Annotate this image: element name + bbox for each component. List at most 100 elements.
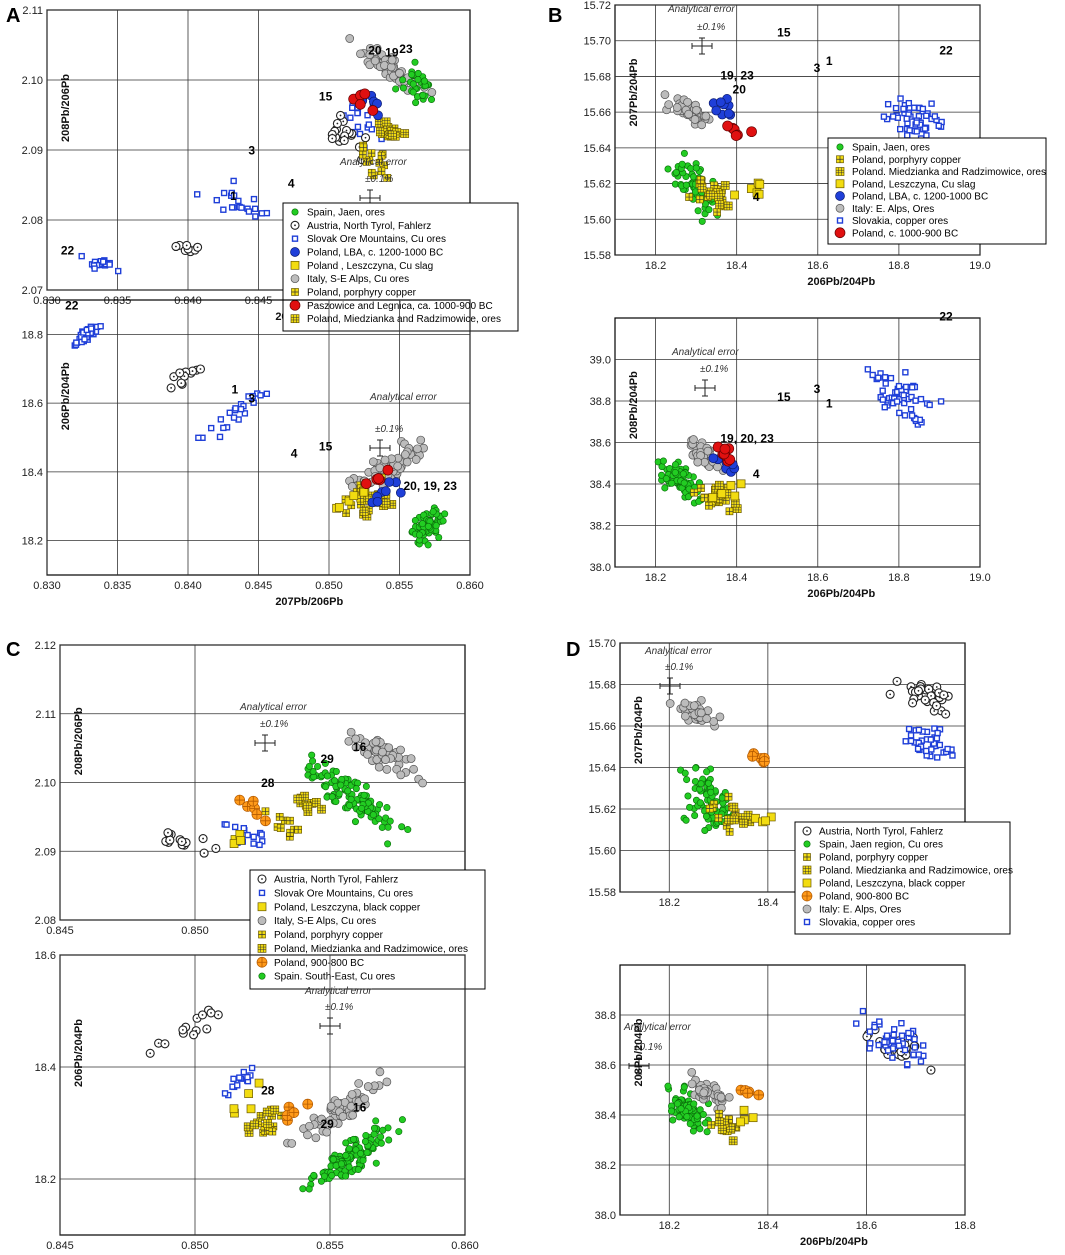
data-point — [761, 816, 770, 826]
y-tick-label: 2.12 — [35, 640, 56, 652]
data-point — [914, 745, 922, 752]
data-point — [263, 390, 271, 398]
data-point-grid — [375, 119, 384, 128]
x-tick-label: 18.8 — [888, 572, 909, 584]
data-point — [372, 1159, 380, 1167]
data-point-grid — [715, 1117, 724, 1126]
data-point — [705, 206, 713, 214]
legend-label: Poland, LBA, c. 1200-1000 BC — [307, 248, 443, 259]
data-point — [411, 516, 419, 524]
data-point — [290, 260, 300, 270]
data-point — [308, 751, 316, 759]
data-point — [944, 745, 951, 753]
data-point-grid — [722, 489, 731, 498]
data-point — [371, 737, 381, 747]
data-point — [413, 444, 422, 454]
data-point — [398, 1116, 406, 1124]
point-label: 4 — [288, 176, 295, 190]
data-point — [354, 1166, 362, 1174]
data-point — [347, 1090, 357, 1099]
point-label: 3 — [814, 61, 821, 75]
point-label: 4 — [291, 446, 298, 460]
data-point-grid — [293, 794, 302, 803]
data-point-center — [336, 122, 339, 125]
legend-label: Poland, Miedzianka and Radzimowice, ores — [307, 314, 501, 325]
data-point — [728, 1136, 738, 1146]
data-point — [682, 181, 690, 189]
data-point — [907, 405, 915, 413]
y-tick-label: 15.58 — [583, 250, 611, 262]
data-point — [684, 493, 692, 501]
data-point — [911, 1035, 918, 1043]
data-point — [679, 470, 687, 478]
legend-item: Poland, porphyry copper — [258, 930, 384, 941]
data-point — [235, 197, 242, 205]
data-point-center — [261, 878, 263, 880]
data-point — [409, 80, 417, 88]
error-bar — [628, 1057, 650, 1075]
data-point — [949, 752, 956, 759]
data-point-cross — [367, 149, 375, 157]
data-point-grid — [317, 805, 326, 814]
data-point — [802, 878, 812, 888]
data-point-center — [935, 686, 938, 688]
legend: Spain, Jaen, ores Austria, North Tyrol, F… — [282, 202, 519, 332]
data-point — [659, 457, 667, 465]
data-point — [291, 235, 299, 242]
data-point — [864, 366, 872, 373]
y-axis-label: 208Pb/204Pb — [633, 1018, 645, 1086]
data-point — [881, 374, 889, 381]
analytical-error-label: Analytical error — [671, 347, 739, 358]
x-axis-label: 206Pb/204Pb — [807, 276, 875, 288]
y-tick-label: 15.60 — [583, 214, 611, 226]
data-point — [705, 779, 713, 787]
data-point — [379, 1126, 387, 1134]
data-point-grid — [387, 500, 396, 509]
analytical-error-value: ±0.1% — [375, 424, 403, 435]
x-tick-label: 18.2 — [659, 897, 680, 909]
data-point — [715, 97, 726, 108]
data-point — [234, 1082, 241, 1089]
data-point — [241, 410, 249, 417]
data-point — [81, 336, 88, 343]
data-point — [382, 1077, 392, 1087]
data-point-grid — [312, 798, 321, 807]
data-point — [418, 520, 426, 528]
data-point — [913, 128, 920, 135]
data-point-cross — [258, 931, 266, 938]
data-point — [681, 769, 689, 777]
data-point-center — [924, 699, 927, 701]
data-point — [879, 387, 886, 394]
data-point — [384, 823, 392, 831]
data-point — [876, 1018, 883, 1025]
x-axis-label: 206Pb/204Pb — [800, 1236, 868, 1248]
data-point — [935, 122, 942, 129]
data-point — [835, 167, 845, 176]
data-point — [381, 117, 391, 127]
data-point — [692, 164, 700, 172]
data-point-cross — [747, 751, 758, 762]
x-tick-label: 0.855 — [316, 1240, 344, 1252]
data-point — [395, 68, 404, 78]
y-tick-label: 2.08 — [22, 215, 43, 227]
data-point — [693, 457, 703, 467]
x-tick-label: 18.6 — [807, 572, 828, 584]
y-axis-label: 208Pb/206Pb — [60, 74, 72, 142]
data-point-center — [172, 375, 175, 378]
data-point — [664, 100, 674, 109]
data-point — [699, 1110, 707, 1118]
data-point — [687, 1067, 697, 1077]
data-point — [250, 195, 258, 203]
legend-label: Poland, LBA, c. 1200-1000 BC — [852, 192, 988, 203]
data-point-grid — [714, 193, 723, 202]
data-point — [350, 1135, 358, 1143]
data-point — [671, 469, 679, 477]
data-point-center — [169, 839, 171, 841]
data-point — [402, 457, 412, 467]
y-tick-label: 15.68 — [583, 71, 611, 83]
data-point-center — [199, 368, 202, 370]
analytical-error-value: ±0.1% — [325, 1002, 353, 1013]
data-point — [250, 399, 257, 406]
data-point-cross — [291, 288, 299, 296]
